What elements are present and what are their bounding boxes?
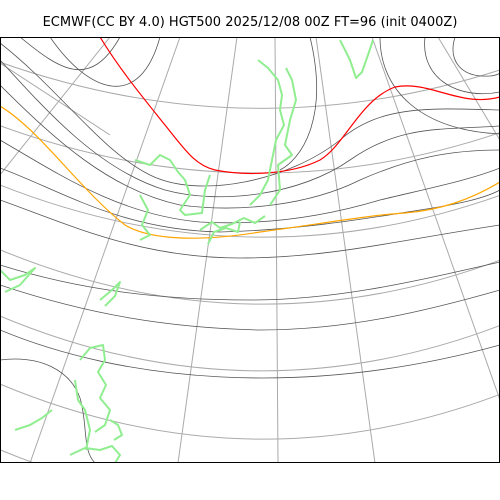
graticule bbox=[0, 37, 500, 463]
contour-line bbox=[279, 37, 317, 171]
parallel-line bbox=[0, 125, 500, 174]
coastline-sakhalin bbox=[249, 59, 285, 206]
coastline-amur bbox=[134, 154, 211, 216]
contour-line bbox=[0, 139, 500, 224]
coastline-honshu-north bbox=[207, 221, 241, 245]
parallel-line bbox=[0, 383, 500, 440]
coastline-mindanao bbox=[69, 445, 121, 463]
coastline-taiwan bbox=[99, 281, 121, 307]
map-title: ECMWF(CC BY 4.0) HGT500 2025/12/08 00Z F… bbox=[42, 15, 458, 30]
contour-line bbox=[49, 37, 161, 87]
coastline-islands-south bbox=[14, 409, 53, 431]
coastline-hokkaido bbox=[199, 215, 266, 231]
contour-line bbox=[452, 37, 500, 77]
contour-line bbox=[0, 199, 500, 259]
parallel-line bbox=[0, 449, 500, 463]
contour-line bbox=[0, 261, 500, 301]
map-frame bbox=[0, 37, 500, 463]
coastline-west bbox=[0, 267, 36, 293]
meridian-line bbox=[371, 37, 500, 401]
contour-line bbox=[0, 284, 500, 331]
meridian-line bbox=[437, 37, 500, 142]
parallel-line bbox=[0, 184, 500, 238]
coastline-minor-islands bbox=[109, 419, 123, 441]
parallel-line bbox=[0, 315, 500, 372]
coastline-philippines bbox=[79, 344, 111, 433]
meridian-line bbox=[29, 37, 181, 463]
contour-line-5400 bbox=[99, 37, 500, 175]
parallel-line bbox=[0, 249, 500, 305]
contour-line bbox=[0, 84, 500, 209]
contour-line bbox=[19, 37, 121, 71]
contour-line bbox=[0, 59, 500, 198]
coastline-korea bbox=[139, 194, 151, 241]
coastline-luzon bbox=[74, 379, 91, 451]
contour-line-5700 bbox=[0, 105, 500, 239]
contour-line bbox=[0, 329, 500, 379]
contour-line bbox=[379, 37, 500, 135]
meridian-line bbox=[177, 37, 238, 463]
height-contours bbox=[0, 37, 500, 463]
coastlines bbox=[0, 39, 374, 463]
parallel-line bbox=[0, 61, 500, 109]
meridian-line bbox=[0, 62, 111, 136]
contour-line bbox=[0, 42, 500, 187]
meridian-line bbox=[274, 37, 279, 463]
coastline-east-coast bbox=[269, 67, 297, 206]
coastline-kamchatka bbox=[339, 39, 374, 79]
contour-line bbox=[424, 37, 500, 95]
contour-line bbox=[0, 358, 96, 463]
